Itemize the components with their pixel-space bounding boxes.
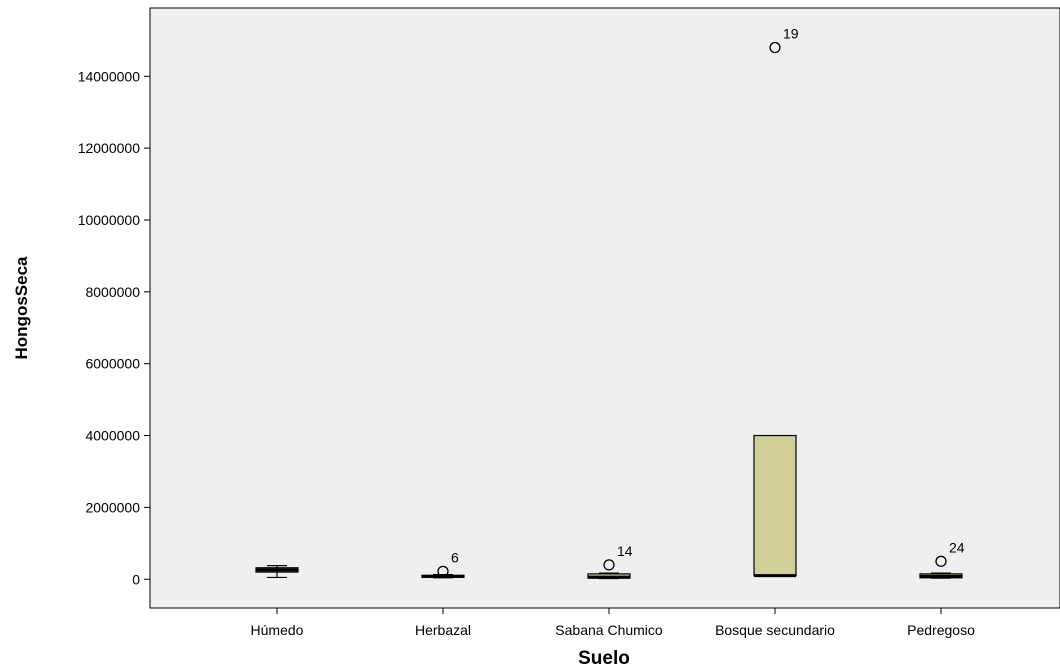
x-axis-title: Suelo (578, 648, 630, 669)
outlier-point (603, 559, 615, 571)
x-tick-label: Sabana Chumico (555, 622, 663, 638)
y-axis: 0 2000000 4000000 6000000 8000000 10000000 120… (78, 68, 150, 587)
outlier-point (769, 41, 781, 54)
outlier-point (935, 555, 947, 567)
outlier-case-label: 19 (783, 26, 799, 42)
plot-area (149, 7, 1060, 609)
box-iqr (753, 434, 797, 577)
box-series (255, 434, 963, 580)
box (587, 572, 631, 580)
x-tick-label: Húmedo (251, 622, 304, 638)
x-tick-label: Bosque secundario (715, 622, 835, 638)
y-tick-label: 4000000 (85, 428, 140, 444)
outlier-case-label: 6 (451, 549, 459, 565)
outlier-case-label: 14 (617, 543, 633, 559)
outlier-series: 6 14 19 24 (437, 26, 965, 578)
box (255, 565, 299, 579)
y-axis-title: HongosSeca (12, 256, 31, 360)
x-tick-label: Pedregoso (907, 622, 975, 638)
outlier-point (437, 565, 449, 578)
box (753, 434, 797, 578)
y-tick-label: 6000000 (85, 356, 140, 372)
x-tick-label: Herbazal (415, 622, 471, 638)
outlier-case-label: 24 (949, 539, 965, 555)
box (919, 572, 963, 579)
y-tick-label: 12000000 (78, 140, 141, 156)
y-tick-label: 0 (132, 571, 140, 587)
y-tick-label: 8000000 (85, 284, 140, 300)
y-tick-label: 14000000 (78, 68, 141, 84)
x-axis: Húmedo Herbazal Sabana Chumico Bosque secun… (251, 608, 975, 638)
y-tick-label: 2000000 (85, 499, 140, 515)
y-tick-label: 10000000 (78, 212, 141, 228)
